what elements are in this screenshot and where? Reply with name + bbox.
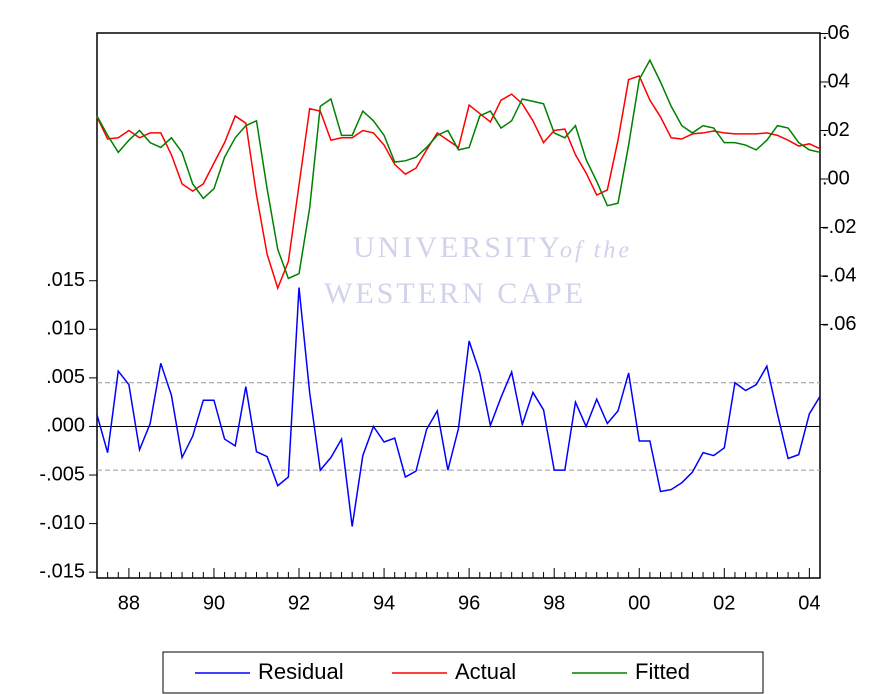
watermark-text: UNIVERSITY [353,231,563,264]
x-tick-label: 00 [628,592,650,614]
legend-label: Residual [258,659,344,684]
y-tick-label: .005 [46,366,85,388]
x-tick-label: 88 [118,592,140,614]
x-tick-label: 98 [543,592,565,614]
y-tick-label: .015 [46,269,85,291]
series-line [96,287,821,527]
y2-tick-label: -.04 [822,264,856,286]
y-tick-label: .000 [46,415,85,437]
legend-box [162,651,764,694]
x-tick-label: 04 [798,592,820,614]
series-line [96,74,821,291]
x-tick-label: 02 [713,592,735,614]
watermark-text: of the [560,238,632,264]
legend-label: Fitted [635,659,690,684]
x-tick-label: 90 [203,592,225,614]
y2-tick-label: .02 [822,119,850,141]
x-tick-label: 96 [458,592,480,614]
y2-tick-label: .00 [822,167,850,189]
y2-tick-label: -.06 [822,313,856,335]
y-tick-label: -.005 [39,463,85,485]
y2-tick-label: .06 [822,22,850,44]
x-tick-label: 94 [373,592,395,614]
y-tick-label: -.010 [39,512,85,534]
watermark-text: WESTERN CAPE [324,277,586,310]
y2-tick-label: -.02 [822,216,856,238]
watermark: UNIVERSITY of the WESTERN CAPE [324,231,632,310]
x-tick-label: 92 [288,592,310,614]
legend-label: Actual [455,659,516,684]
y2-tick-label: .04 [822,70,850,92]
y-tick-label: .010 [46,318,85,340]
y-tick-label: -.015 [39,560,85,582]
series-line [96,58,821,280]
